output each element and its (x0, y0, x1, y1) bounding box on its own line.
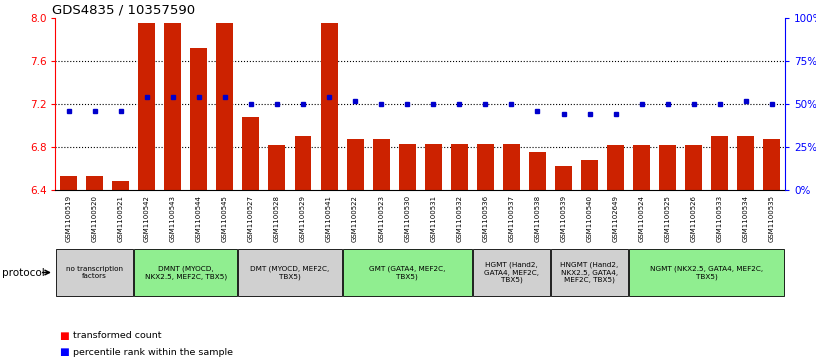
Bar (738, 136, 754, 190)
FancyBboxPatch shape (56, 249, 133, 295)
Bar (347, 139, 364, 190)
Bar (685, 145, 703, 190)
Text: NGMT (NKX2.5, GATA4, MEF2C,
TBX5): NGMT (NKX2.5, GATA4, MEF2C, TBX5) (650, 265, 764, 280)
Bar (138, 23, 155, 190)
Bar (451, 144, 468, 190)
Text: GMT (GATA4, MEF2C,
TBX5): GMT (GATA4, MEF2C, TBX5) (369, 265, 446, 280)
Bar (321, 23, 338, 190)
Bar (164, 23, 181, 190)
Bar (60, 176, 77, 190)
Bar (86, 176, 103, 190)
Text: no transcription
factors: no transcription factors (66, 266, 123, 279)
Bar (633, 145, 650, 190)
Bar (581, 160, 598, 190)
Bar (529, 152, 546, 190)
Bar (399, 144, 415, 190)
Text: percentile rank within the sample: percentile rank within the sample (73, 348, 233, 356)
FancyBboxPatch shape (551, 249, 628, 295)
Text: transformed count: transformed count (73, 331, 162, 340)
FancyBboxPatch shape (343, 249, 472, 295)
Bar (555, 166, 572, 190)
Bar (659, 145, 676, 190)
Text: DMT (MYOCD, MEF2C,
TBX5): DMT (MYOCD, MEF2C, TBX5) (251, 265, 330, 280)
Text: HNGMT (Hand2,
NKX2.5, GATA4,
MEF2C, TBX5): HNGMT (Hand2, NKX2.5, GATA4, MEF2C, TBX5… (561, 262, 619, 283)
Bar (373, 139, 389, 190)
FancyBboxPatch shape (629, 249, 784, 295)
Text: ■: ■ (59, 347, 69, 357)
Bar (764, 139, 780, 190)
Bar (190, 48, 207, 190)
Bar (607, 145, 624, 190)
Text: ■: ■ (59, 331, 69, 341)
Bar (295, 136, 312, 190)
Text: GDS4835 / 10357590: GDS4835 / 10357590 (52, 4, 195, 17)
Text: DMNT (MYOCD,
NKX2.5, MEF2C, TBX5): DMNT (MYOCD, NKX2.5, MEF2C, TBX5) (144, 265, 227, 280)
Text: protocol: protocol (2, 268, 44, 277)
Bar (503, 144, 520, 190)
Bar (242, 117, 259, 190)
Text: HGMT (Hand2,
GATA4, MEF2C,
TBX5): HGMT (Hand2, GATA4, MEF2C, TBX5) (484, 262, 539, 283)
Bar (268, 145, 286, 190)
Bar (425, 144, 441, 190)
FancyBboxPatch shape (134, 249, 237, 295)
Bar (712, 136, 729, 190)
Bar (112, 182, 129, 190)
FancyBboxPatch shape (472, 249, 550, 295)
FancyBboxPatch shape (238, 249, 342, 295)
Bar (216, 23, 233, 190)
Bar (477, 144, 494, 190)
